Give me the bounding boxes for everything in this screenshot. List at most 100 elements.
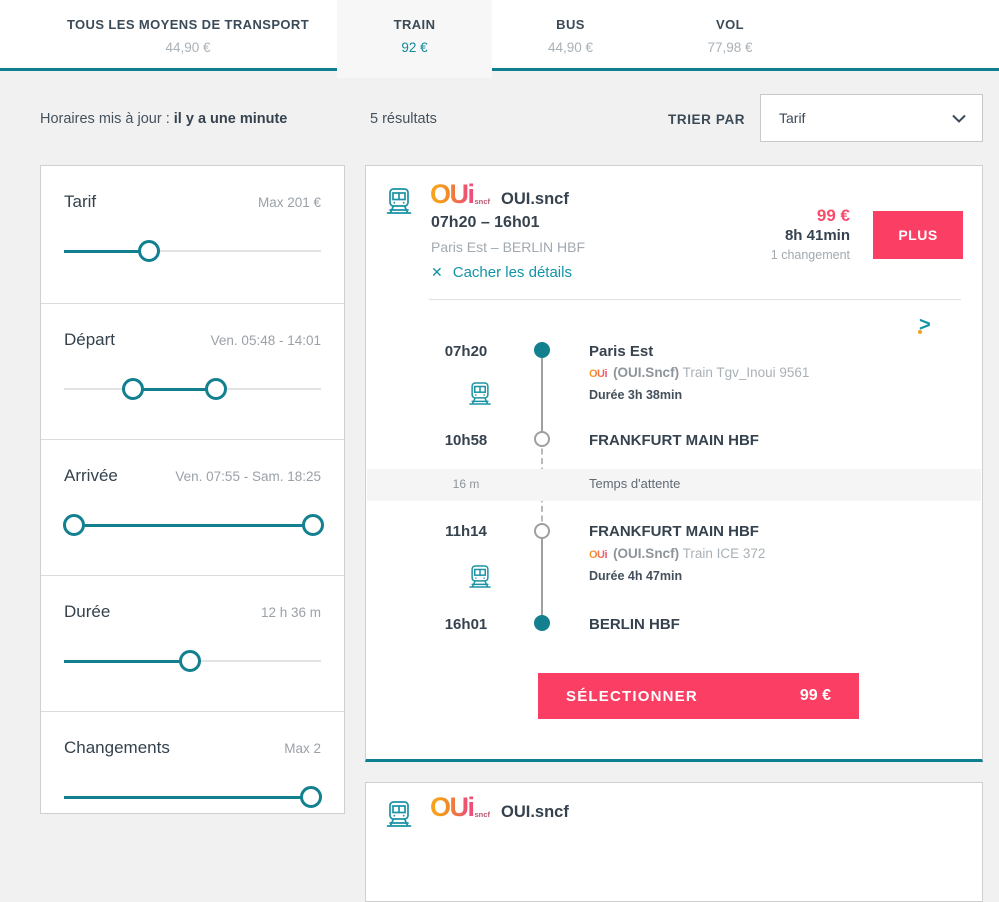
filter-changements: Changements Max 2 [41, 712, 344, 815]
carrier-name: OUI.sncf [501, 190, 569, 208]
close-icon: ✕ [431, 264, 443, 280]
tab-all-transport[interactable]: TOUS LES MOYENS DE TRANSPORT 44,90 € [40, 0, 336, 68]
train-icon [386, 801, 412, 827]
stop-time: 11h14 [445, 523, 487, 540]
updated-prefix: Horaires mis à jour : [40, 111, 174, 127]
trip-changes: 1 changement [770, 248, 850, 262]
trip-time-range: 07h20 – 16h01 [431, 214, 540, 231]
oui-sncf-logo: OUi sncf [430, 179, 490, 209]
result-card-next[interactable]: OUi sncf OUI.sncf [365, 782, 983, 902]
filter-duree: Durée 12 h 36 m [41, 576, 344, 712]
updated-value: il y a une minute [173, 111, 288, 127]
stop-station: FRANKFURT MAIN HBF [589, 523, 759, 540]
slider-fill [64, 249, 149, 253]
slider-fill [133, 387, 216, 391]
tab-label: VOL [716, 17, 744, 32]
tab-label: TRAIN [393, 17, 436, 32]
select-label: SÉLECTIONNER [566, 687, 698, 705]
sort-by-label: TRIER PAR [668, 112, 746, 127]
changements-slider[interactable] [64, 786, 322, 808]
timeline-node-departure [534, 342, 550, 358]
train-icon [469, 565, 491, 588]
filter-depart: Départ Ven. 05:48 - 14:01 [41, 304, 344, 440]
wait-label: Temps d'attente [589, 476, 681, 491]
wait-row [367, 469, 981, 501]
filter-value: 12 h 36 m [260, 605, 321, 620]
slider-fill [64, 795, 311, 799]
select-price: 99 € [799, 687, 831, 704]
tab-price: 44,90 € [547, 40, 594, 55]
wait-duration: 16 m [452, 477, 480, 491]
slider-handle[interactable] [299, 786, 322, 808]
results-count: 5 résultats [370, 111, 437, 127]
tab-price: 92 € [401, 40, 428, 55]
timeline-node-transfer [534, 431, 550, 447]
chevron-down-icon [952, 114, 966, 123]
select-button[interactable]: SÉLECTIONNER 99 € [538, 673, 859, 719]
filter-value: Ven. 05:48 - 14:01 [210, 333, 321, 348]
price-summary: 99 € 8h 41min 1 changement [771, 205, 850, 265]
updated-status: Horaires mis à jour : il y a une minute [40, 111, 287, 127]
operator-name: (OUI.Sncf) [613, 546, 680, 561]
tab-label: BUS [556, 17, 585, 32]
slider-fill [64, 659, 190, 663]
leg-duration: Durée 4h 47min [589, 569, 683, 583]
filter-name: Arrivée [64, 466, 118, 485]
logo-text: OUi [430, 179, 475, 209]
tab-bus[interactable]: BUS 44,90 € [493, 0, 648, 68]
filter-name: Tarif [64, 192, 97, 211]
logo-subtext: sncf [474, 197, 490, 206]
tab-train[interactable]: TRAIN 92 € [337, 0, 492, 78]
tab-price: 77,98 € [707, 40, 753, 55]
trip-duration: 8h 41min [784, 227, 850, 244]
stop-time: 16h01 [444, 616, 488, 633]
leg-operator-line: OUi (OUI.Sncf) Train Tgv_Inoui 9561 [589, 365, 809, 380]
tarif-slider[interactable] [64, 240, 321, 262]
stop-time: 07h20 [444, 343, 488, 360]
filters-sidebar: Tarif Max 201 € Départ Ven. 05:48 - 14:0… [40, 165, 345, 814]
arrivee-slider[interactable] [63, 514, 325, 536]
trip-route: Paris Est – BERLIN HBF [431, 239, 586, 255]
hide-details-link[interactable]: ✕ Cacher les détails [431, 264, 572, 281]
filter-value: Max 2 [284, 741, 321, 756]
stop-station: BERLIN HBF [589, 616, 680, 633]
timeline-node-transfer [534, 523, 550, 539]
tab-price: 44,90 € [165, 40, 211, 55]
timeline-node-arrival [534, 615, 550, 631]
filter-tarif: Tarif Max 201 € [41, 166, 344, 304]
result-card: OUi sncf OUI.sncf 07h20 – 16h01 Paris Es… [365, 165, 983, 762]
hide-details-label: Cacher les détails [452, 264, 572, 281]
stop-time: 10h58 [444, 432, 488, 449]
oui-sncf-logo: OUi sncf [430, 794, 490, 821]
carrier-name: OUI.sncf [501, 803, 569, 821]
slider-handle[interactable] [178, 650, 201, 672]
train-number: Train ICE 372 [682, 546, 766, 561]
slider-track[interactable] [64, 250, 321, 252]
transport-tabs-bar: TOUS LES MOYENS DE TRANSPORT 44,90 € TRA… [0, 0, 999, 78]
slider-handle-min[interactable] [63, 514, 86, 536]
slider-handle-max[interactable] [204, 378, 227, 400]
depart-slider[interactable] [64, 378, 321, 400]
slider-handle-max[interactable] [302, 514, 325, 536]
stop-station: FRANKFURT MAIN HBF [589, 432, 759, 449]
plus-button[interactable]: PLUS [873, 211, 963, 259]
slider-handle[interactable] [137, 240, 160, 262]
duree-slider[interactable] [64, 650, 321, 672]
arrow-right-icon[interactable]: > [918, 314, 931, 336]
filter-name: Changements [64, 738, 170, 757]
card-divider [429, 299, 961, 300]
leg-operator-line: OUi (OUI.Sncf) Train ICE 372 [589, 546, 765, 561]
tab-vol[interactable]: VOL 77,98 € [650, 0, 810, 68]
slider-handle-min[interactable] [122, 378, 145, 400]
timeline-segment-solid [541, 350, 543, 439]
train-icon [469, 382, 491, 405]
timeline-segment-solid [541, 531, 543, 623]
train-number: Train Tgv_Inoui 9561 [682, 365, 810, 380]
filter-name: Durée [64, 602, 111, 621]
stop-station: Paris Est [589, 343, 654, 360]
sort-dropdown[interactable]: Tarif [760, 94, 983, 142]
sort-selected-value: Tarif [779, 110, 806, 126]
slider-fill [74, 523, 314, 527]
oui-mini-logo: OUi [589, 368, 608, 380]
